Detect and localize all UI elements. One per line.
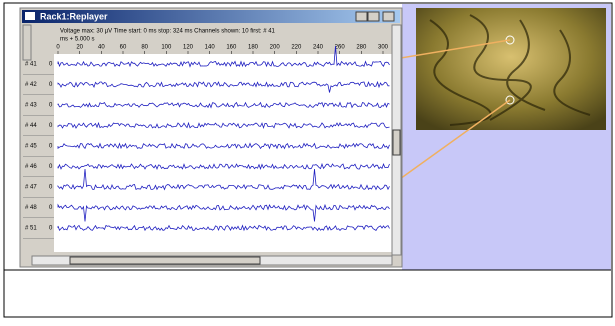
close-button[interactable] — [383, 12, 394, 21]
channel-label: # 47 — [25, 185, 37, 191]
scroll-thumb[interactable] — [393, 130, 400, 155]
info-line: Voltage max: 30 µV Time start: 0 ms stop… — [60, 29, 276, 35]
tick-label: 280 — [356, 45, 367, 51]
tick-label: 80 — [141, 45, 148, 51]
left-scroll[interactable] — [23, 25, 31, 60]
tick-label: 240 — [313, 45, 324, 51]
channel-label: # 48 — [25, 205, 37, 211]
tick-label: 300 — [378, 45, 389, 51]
tick-label: 220 — [291, 45, 302, 51]
channel-label: # 51 — [25, 226, 37, 232]
tick-label: 100 — [161, 45, 172, 51]
tick-label: 160 — [226, 45, 237, 51]
tick-label: 60 — [120, 45, 127, 51]
screenshot: Rack1:Replayer Voltage max: 30 µV Time s… — [0, 0, 615, 321]
maximize-button[interactable] — [368, 12, 379, 21]
channel-label: # 41 — [25, 62, 37, 68]
minimize-button[interactable] — [356, 12, 367, 21]
trace-area — [54, 54, 392, 252]
tick-label: 120 — [183, 45, 194, 51]
hscroll-thumb[interactable] — [70, 257, 260, 264]
time-offset: ms + 5.000 s — [60, 37, 95, 43]
channel-label: # 43 — [25, 103, 37, 109]
tick-label: 260 — [335, 45, 346, 51]
channel-label: # 45 — [25, 144, 37, 150]
tick-label: 20 — [76, 45, 83, 51]
page: Rack1:Replayer Voltage max: 30 µV Time s… — [0, 0, 615, 321]
tick-label: 200 — [270, 45, 281, 51]
window-icon — [25, 12, 35, 20]
channel-label: # 46 — [25, 164, 37, 170]
tick-label: 140 — [205, 45, 216, 51]
channel-label: # 42 — [25, 82, 37, 88]
window-title: Rack1:Replayer — [40, 11, 108, 21]
tick-label: 180 — [248, 45, 259, 51]
channel-label: # 44 — [25, 123, 37, 129]
tick-label: 40 — [98, 45, 105, 51]
